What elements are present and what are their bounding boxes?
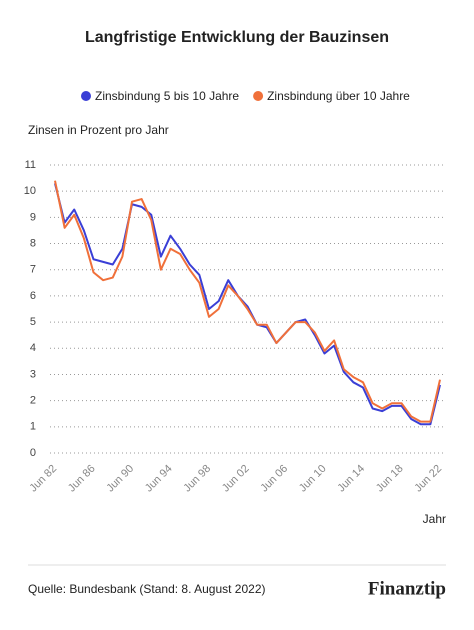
x-tick-label: Jun 90	[104, 463, 136, 495]
y-tick-label: 2	[30, 395, 36, 407]
x-tick-label: Jun 82	[27, 463, 59, 495]
legend-marker	[253, 91, 264, 101]
y-tick-label: 8	[30, 237, 36, 249]
series-line	[54, 183, 441, 426]
x-tick-label: Jun 94	[143, 463, 175, 495]
y-tick-label: 10	[24, 185, 36, 197]
y-tick-label: 11	[25, 159, 36, 171]
legend-marker	[81, 91, 91, 101]
source: Quelle: Bundesbank (Stand: 8. August 202…	[28, 582, 266, 596]
y-tick-label: 0	[30, 447, 36, 459]
y-axis-label: Zinsen in Prozent pro Jahr	[28, 123, 169, 137]
x-tick-label: Jun 18	[374, 463, 406, 495]
legend-label: Zinsbindung über 10 Jahre	[267, 89, 410, 103]
y-tick-label: 1	[30, 421, 36, 433]
y-tick-label: 5	[30, 316, 36, 328]
x-tick-label: Jun 86	[66, 463, 98, 495]
x-tick-label: Jun 22	[412, 463, 444, 495]
x-axis-label: Jahr	[423, 512, 446, 526]
brand: Finanztip	[368, 578, 446, 599]
y-tick-label: 7	[30, 264, 36, 276]
y-tick-label: 9	[30, 211, 36, 223]
x-tick-label: Jun 14	[335, 463, 367, 495]
y-tick-label: 4	[30, 342, 36, 354]
x-tick-label: Jun 98	[181, 463, 213, 495]
y-tick-label: 3	[30, 368, 36, 380]
x-tick-label: Jun 10	[297, 463, 329, 495]
legend-label: Zinsbindung 5 bis 10 Jahre	[95, 89, 239, 103]
series-line	[54, 180, 441, 423]
chart-title: Langfristige Entwicklung der Bauzinsen	[85, 29, 389, 46]
y-tick-label: 6	[30, 290, 36, 302]
x-tick-label: Jun 06	[258, 463, 290, 495]
x-tick-label: Jun 02	[220, 463, 252, 495]
